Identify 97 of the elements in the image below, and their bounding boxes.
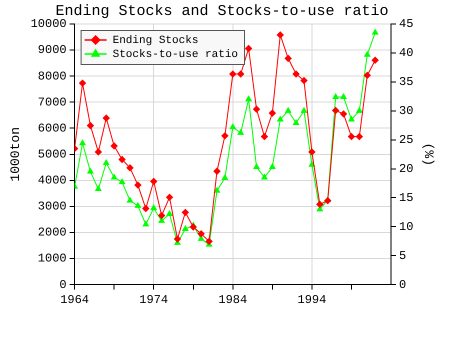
point	[308, 148, 316, 156]
point	[118, 178, 126, 184]
point	[213, 168, 220, 175]
x-tick-label: 1984	[218, 292, 248, 307]
point	[230, 124, 236, 130]
point	[222, 174, 228, 180]
point	[126, 164, 134, 172]
y-tick-label: 5000	[38, 147, 67, 162]
point	[118, 156, 126, 164]
y2-tick-label: 10	[399, 220, 414, 234]
point	[86, 122, 94, 130]
legend-label: Ending Stocks	[112, 34, 198, 47]
point	[95, 186, 102, 192]
legend-label: Stocks-to-use ratio	[112, 48, 238, 61]
y-tick-label: 8000	[38, 69, 67, 84]
point	[221, 132, 228, 140]
point	[134, 202, 141, 208]
point	[214, 187, 220, 193]
y2-tick-label: 40	[399, 46, 414, 60]
point	[356, 133, 363, 140]
y-tick-label: 1000	[38, 252, 67, 266]
point	[166, 194, 174, 201]
point	[182, 226, 188, 232]
point	[150, 178, 158, 185]
point	[246, 96, 252, 102]
point	[285, 107, 292, 113]
y-axis-title: 1000ton	[8, 126, 24, 182]
point	[340, 110, 348, 118]
point	[142, 205, 150, 212]
y-tick-label: 0	[59, 278, 67, 292]
point	[110, 142, 118, 150]
point	[269, 164, 276, 170]
point	[245, 44, 252, 52]
point	[174, 235, 181, 242]
y2-tick-label: 45	[399, 17, 414, 32]
point	[340, 93, 347, 99]
y2-tick-label: 5	[399, 248, 406, 263]
y-tick-label: 7000	[38, 95, 67, 110]
x-tick-label: 1994	[297, 292, 326, 307]
y-tick-label: 4000	[38, 174, 67, 188]
point	[332, 93, 339, 99]
point	[182, 208, 189, 216]
point	[111, 174, 118, 180]
x-tick-label: 1964	[60, 292, 90, 307]
point	[364, 51, 370, 57]
point	[94, 148, 102, 156]
y2-tick-label: 15	[399, 190, 414, 205]
y2-tick-label: 30	[399, 104, 414, 118]
y-tick-label: 6000	[38, 121, 67, 136]
point	[150, 204, 157, 210]
point	[260, 133, 268, 140]
point	[206, 238, 213, 245]
y2-tick-label: 0	[399, 278, 406, 292]
point	[166, 210, 173, 216]
point	[253, 164, 260, 170]
point	[292, 70, 300, 78]
point	[332, 107, 340, 114]
point	[134, 182, 142, 189]
point	[103, 159, 110, 165]
y-tick-label: 2000	[38, 226, 67, 240]
point	[372, 56, 379, 64]
y2-tick-label: 35	[399, 75, 414, 90]
point	[158, 212, 166, 220]
y2-tick-label: 25	[399, 132, 414, 147]
point	[79, 140, 86, 146]
point	[364, 72, 371, 79]
point	[229, 70, 236, 78]
y-tick-label: 9000	[38, 43, 67, 58]
point	[277, 116, 284, 122]
point	[300, 77, 308, 84]
point	[284, 54, 292, 62]
point	[253, 106, 260, 113]
chart-title: Ending Stocks and Stocks-to-use ratio	[55, 2, 389, 20]
point	[190, 224, 197, 231]
point	[102, 114, 110, 122]
point	[142, 220, 149, 226]
x-tick-label: 1974	[139, 292, 168, 307]
point	[237, 70, 244, 78]
y-tick-label: 10000	[30, 17, 67, 32]
point	[300, 107, 308, 113]
point	[238, 129, 244, 135]
point	[126, 197, 134, 203]
y2-axis-title: (%)	[420, 142, 436, 166]
point	[348, 116, 355, 122]
point	[372, 29, 378, 35]
y-tick-label: 3000	[38, 200, 67, 214]
point	[292, 120, 300, 126]
y2-tick-label: 20	[399, 162, 414, 176]
point	[356, 107, 362, 113]
point	[348, 133, 355, 140]
point	[268, 110, 276, 117]
point	[276, 31, 284, 38]
point	[316, 200, 324, 208]
point	[79, 80, 86, 87]
point	[198, 230, 205, 238]
point	[87, 168, 94, 174]
point	[261, 174, 268, 180]
